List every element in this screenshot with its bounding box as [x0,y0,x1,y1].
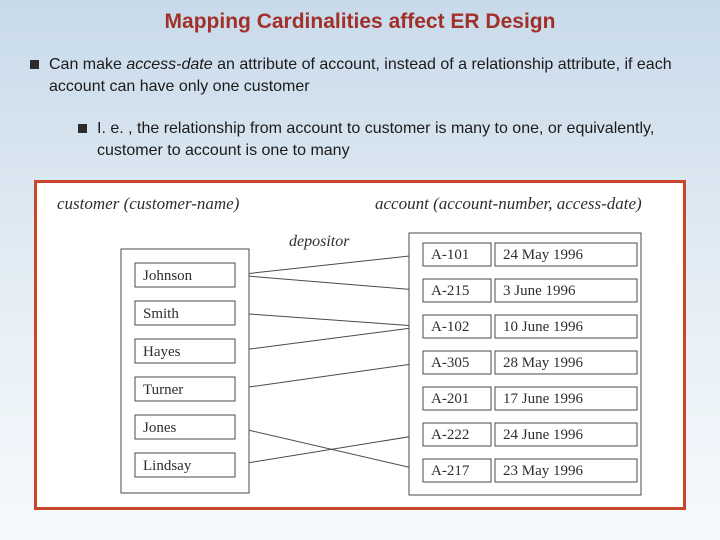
bullet-icon [78,124,87,133]
access-date: 24 June 1996 [503,427,583,443]
bullet-sub-text: I. e. , the relationship from account to… [97,118,690,161]
customer-name: Smith [143,306,179,322]
account-number: A-217 [431,463,470,479]
label-customer: customer (customer-name) [57,194,240,213]
access-date: 3 June 1996 [503,283,576,299]
slide-title: Mapping Cardinalities affect ER Design [0,0,720,34]
bullet-main-text: Can make access-date an attribute of acc… [49,54,690,97]
access-date: 10 June 1996 [503,319,583,335]
edge [235,255,423,276]
er-diagram: customer (customer-name) account (account… [51,191,669,501]
access-date: 28 May 1996 [503,355,583,371]
customer-name: Turner [143,382,183,398]
account-number: A-102 [431,319,469,335]
customer-name: Lindsay [143,458,192,474]
account-number: A-201 [431,391,469,407]
edge [235,275,423,291]
customer-name: Hayes [143,344,181,360]
bullet-icon [30,60,39,69]
bullet-main: Can make access-date an attribute of acc… [30,54,690,97]
account-number: A-215 [431,283,469,299]
edge [235,327,423,352]
account-number: A-101 [431,247,469,263]
account-number: A-222 [431,427,469,443]
account-number: A-305 [431,355,469,371]
diagram-frame: customer (customer-name) account (account… [34,180,686,510]
bullet-main-em: access-date [126,56,212,73]
diagram-inner: customer (customer-name) account (account… [51,191,669,501]
edge [235,363,423,390]
bullet-sub: I. e. , the relationship from account to… [78,118,690,161]
edge [235,313,423,327]
label-depositor: depositor [289,233,350,250]
label-account: account (account-number, access-date) [375,194,642,213]
edge [235,427,423,471]
bullet-main-pre: Can make [49,56,126,73]
customer-name: Jones [143,420,176,436]
edge [235,435,423,466]
access-date: 17 June 1996 [503,391,583,407]
access-date: 23 May 1996 [503,463,583,479]
access-date: 24 May 1996 [503,247,583,263]
customer-name: Johnson [143,268,193,284]
